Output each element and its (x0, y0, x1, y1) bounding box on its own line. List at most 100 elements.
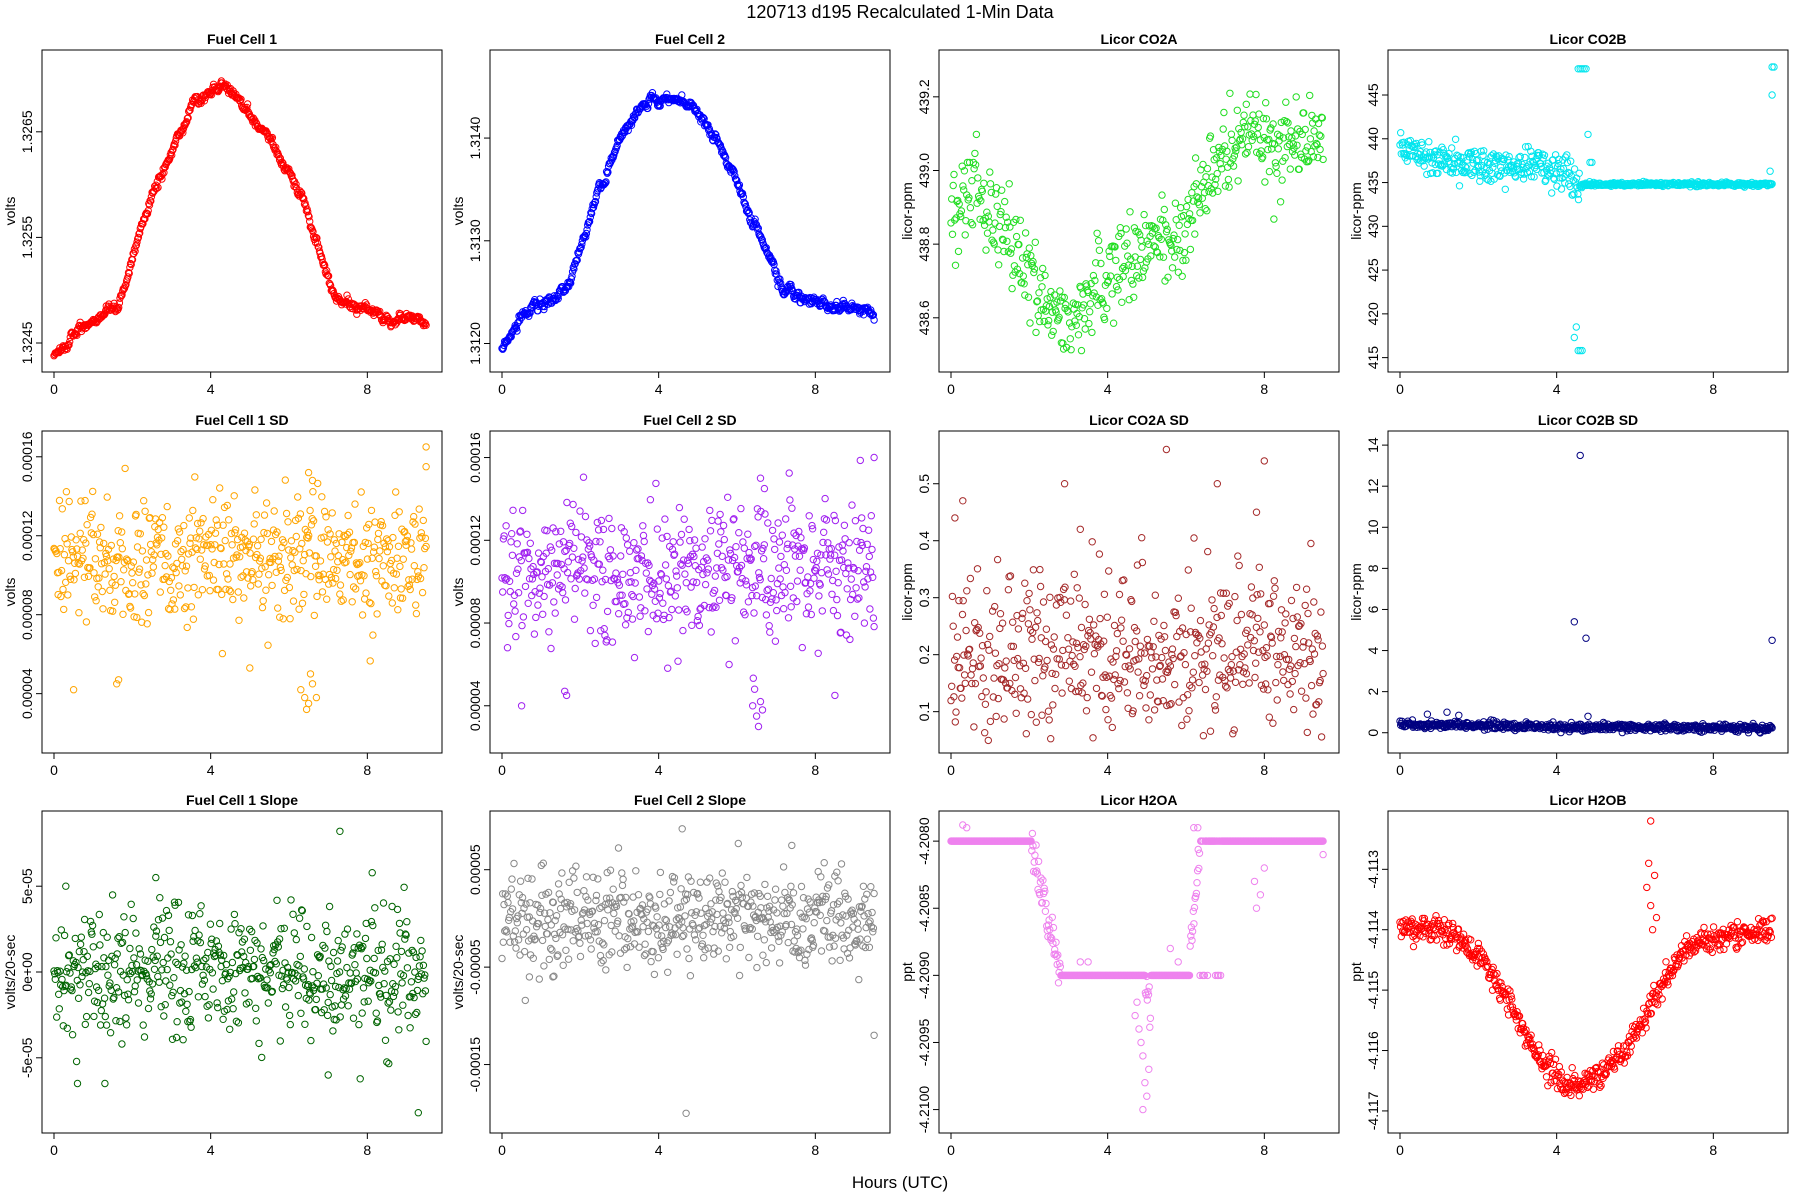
data-point (1138, 243, 1146, 251)
data-point (1174, 594, 1183, 602)
data-point (1159, 216, 1167, 224)
data-point (1424, 155, 1432, 163)
data-point (1199, 732, 1208, 740)
data-point (1196, 616, 1205, 625)
data-point (252, 1017, 260, 1025)
data-point (1071, 317, 1079, 325)
x-tick-label: 0 (50, 381, 58, 397)
data-point (1306, 91, 1314, 100)
data-point (1483, 175, 1491, 183)
data-point (171, 605, 179, 613)
data-point (1117, 624, 1125, 632)
data-point (1136, 255, 1145, 264)
data-point (831, 551, 839, 559)
data-point (971, 149, 979, 158)
data-point (369, 631, 377, 639)
data-point (651, 597, 659, 605)
data-point (119, 610, 127, 618)
data-point (1059, 646, 1067, 655)
data-point (769, 589, 777, 597)
data-point (1068, 323, 1076, 331)
data-point (775, 278, 783, 286)
data-point (1046, 593, 1054, 601)
panel-title: Fuel Cell 1 (207, 31, 277, 47)
data-point (713, 134, 721, 143)
data-point (1152, 224, 1160, 232)
data-point (1273, 696, 1281, 704)
data-point (58, 505, 66, 513)
data-point (822, 303, 830, 311)
data-point (118, 545, 127, 553)
data-point (798, 643, 806, 652)
data-point (64, 591, 72, 599)
plot-frame (1387, 430, 1789, 754)
data-point (1030, 268, 1038, 277)
data-point (795, 552, 804, 560)
data-point (668, 605, 676, 614)
data-point (1102, 705, 1110, 714)
data-point (998, 619, 1007, 627)
data-point (1004, 586, 1013, 594)
data-point (252, 1004, 260, 1012)
data-point (122, 1021, 131, 1029)
data-point (130, 954, 138, 962)
data-point (1019, 272, 1027, 280)
data-point (744, 530, 752, 538)
data-point (981, 700, 990, 708)
data-point (166, 981, 174, 989)
data-point (1190, 534, 1198, 542)
data-point (1074, 331, 1083, 339)
data-point (1241, 150, 1250, 158)
data-point (988, 236, 996, 244)
data-point (1244, 143, 1253, 151)
data-point (228, 541, 236, 549)
data-point (1309, 710, 1317, 718)
data-point (973, 565, 982, 573)
data-point (1434, 169, 1442, 178)
data-point (1202, 173, 1210, 181)
x-tick-label: 4 (207, 762, 215, 778)
data-point (268, 133, 277, 142)
data-point (306, 670, 315, 678)
data-point (126, 944, 134, 953)
data-point (701, 580, 710, 589)
data-point (307, 572, 315, 581)
data-point (1220, 654, 1228, 662)
data-point (324, 272, 333, 280)
data-point (72, 1057, 81, 1066)
data-point (1262, 99, 1270, 107)
data-point (1044, 321, 1052, 329)
data-point (870, 453, 878, 462)
data-point (1150, 242, 1158, 250)
data-point (179, 124, 188, 133)
data-point (206, 920, 215, 928)
data-point (129, 579, 137, 587)
data-point (970, 723, 978, 731)
data-point (1181, 660, 1190, 669)
data-point (1150, 617, 1158, 625)
data-point (1314, 636, 1322, 644)
data-point (422, 443, 430, 451)
data-point (753, 223, 761, 231)
data-point (1024, 695, 1032, 703)
data-point (83, 521, 91, 529)
data-point (750, 609, 758, 617)
data-point (1007, 245, 1016, 253)
data-point (273, 896, 281, 904)
data-point (1306, 135, 1315, 143)
data-point (214, 1003, 222, 1012)
data-point (766, 628, 774, 636)
data-point (104, 971, 112, 979)
data-point (294, 493, 302, 501)
data-point (853, 537, 861, 546)
data-point (1075, 594, 1084, 602)
data-point (1209, 189, 1217, 197)
data-point (158, 514, 167, 522)
data-point (646, 496, 655, 504)
data-point (958, 694, 966, 702)
data-point (621, 621, 630, 629)
data-point (1165, 658, 1173, 666)
data-point (1252, 659, 1260, 667)
